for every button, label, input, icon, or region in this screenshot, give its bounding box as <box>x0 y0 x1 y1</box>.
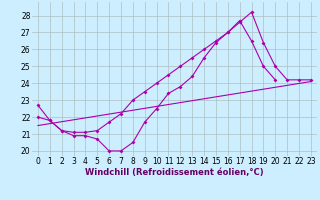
X-axis label: Windchill (Refroidissement éolien,°C): Windchill (Refroidissement éolien,°C) <box>85 168 264 177</box>
